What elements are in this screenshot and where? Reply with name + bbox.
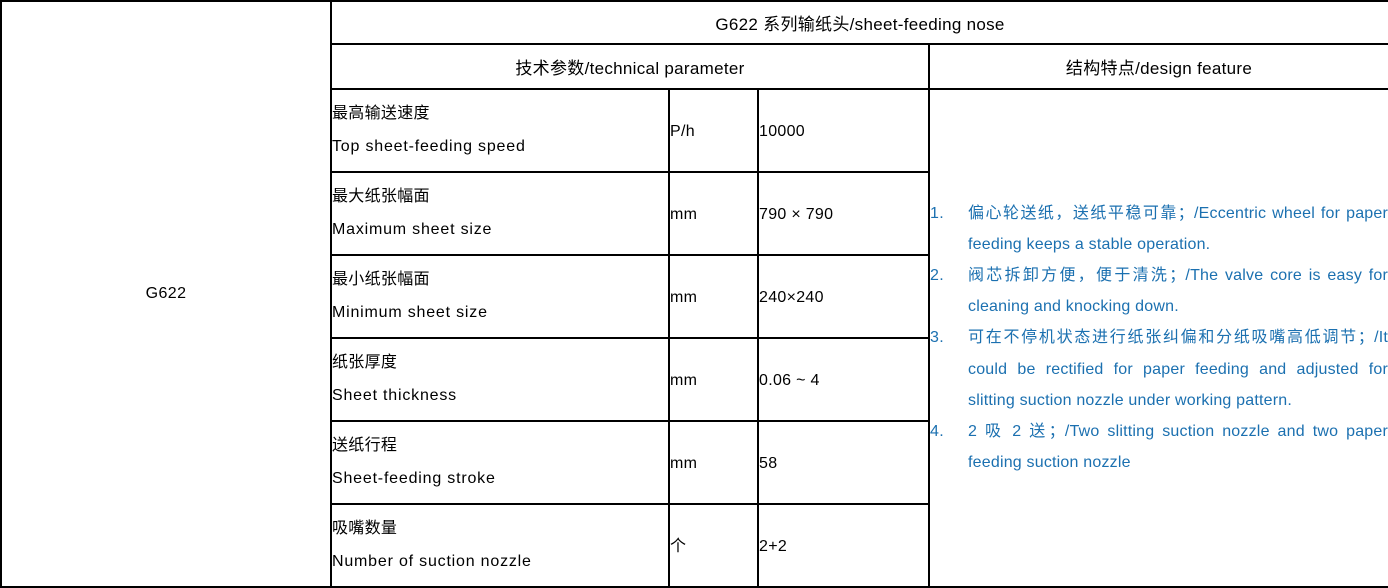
list-item-text: 偏心轮送纸，送纸平稳可靠；/Eccentric wheel for paper …: [968, 204, 1388, 253]
parameter-unit-label: P/h: [670, 122, 695, 140]
parameter-name-cell: 吸嘴数量 Number of suction nozzle: [330, 503, 670, 588]
table-row: 最高输送速度 Top sheet-feeding speed P/h 10000…: [1, 88, 1388, 588]
parameter-unit-cell: mm: [668, 420, 759, 505]
parameter-name-en: Maximum sheet size: [332, 220, 493, 238]
design-feature-list: 1. 偏心轮送纸，送纸平稳可靠；/Eccentric wheel for pap…: [930, 198, 1388, 479]
table-row: 最小纸张幅面 Minimum sheet size mm 240×240: [1, 254, 1388, 339]
parameter-unit-cell: mm: [668, 171, 759, 256]
parameter-name-cell: 最高输送速度 Top sheet-feeding speed: [330, 88, 670, 173]
subheader-design-feature-label: 结构特点/design feature: [1065, 59, 1253, 78]
list-item: 1. 偏心轮送纸，送纸平稳可靠；/Eccentric wheel for pap…: [930, 198, 1388, 260]
parameter-name-cn: 最大纸张幅面: [332, 187, 430, 205]
parameter-unit-cell: 个: [668, 503, 759, 588]
banner-header-label: G622 系列输纸头/sheet-feeding nose: [715, 15, 1005, 34]
model-label: G622: [145, 285, 187, 302]
parameter-name-cell: 送纸行程 Sheet-feeding stroke: [330, 420, 670, 505]
parameter-name-en: Minimum sheet size: [332, 303, 488, 321]
parameter-value-label: 0.06 ~ 4: [759, 371, 820, 389]
parameter-name-cell: 最大纸张幅面 Maximum sheet size: [330, 171, 670, 256]
parameter-name-cell: 最小纸张幅面 Minimum sheet size: [330, 254, 670, 339]
parameter-value-cell: 790 × 790: [757, 171, 930, 256]
table-row: 吸嘴数量 Number of suction nozzle 个 2+2: [1, 503, 1388, 588]
list-item-marker: 4.: [930, 422, 944, 440]
table-row: 纸张厚度 Sheet thickness mm 0.06 ~ 4: [1, 337, 1388, 422]
list-item: 3. 可在不停机状态进行纸张纠偏和分纸吸嘴高低调节；/It could be r…: [930, 322, 1388, 416]
parameter-value-cell: 58: [757, 420, 930, 505]
parameter-name-cn: 吸嘴数量: [332, 519, 398, 537]
parameter-name-en: Sheet thickness: [332, 386, 457, 404]
design-feature-cell: 1. 偏心轮送纸，送纸平稳可靠；/Eccentric wheel for pap…: [927, 88, 1388, 588]
parameter-value-cell: 2+2: [757, 503, 930, 588]
parameter-name-en: Top sheet-feeding speed: [332, 137, 526, 155]
parameter-unit-label: mm: [670, 205, 698, 223]
parameter-name-cn: 送纸行程: [332, 436, 398, 454]
list-item-text: 2 吸 2 送；/Two slitting suction nozzle and…: [968, 422, 1388, 472]
parameter-unit-cell: mm: [668, 254, 759, 339]
parameter-value-label: 58: [759, 454, 778, 472]
list-item-marker: 1.: [930, 204, 944, 222]
parameter-name-en: Number of suction nozzle: [332, 552, 532, 570]
parameter-unit-cell: mm: [668, 337, 759, 422]
list-item-text: 可在不停机状态进行纸张纠偏和分纸吸嘴高低调节；/It could be rect…: [968, 329, 1388, 409]
parameter-value-label: 2+2: [759, 537, 788, 555]
parameter-unit-label: mm: [670, 288, 698, 306]
parameter-value-cell: 10000: [757, 88, 930, 173]
parameter-name-cn: 最小纸张幅面: [332, 270, 430, 288]
parameter-name-cn: 纸张厚度: [332, 353, 398, 371]
subheader-technical-parameter-label: 技术参数/technical parameter: [515, 59, 745, 78]
model-cell: G622: [0, 0, 332, 588]
list-item-text: 阀芯拆卸方便，便于清洗；/The valve core is easy for …: [968, 267, 1388, 316]
parameter-name-cn: 最高输送速度: [332, 104, 430, 122]
banner-header-cell: G622 系列输纸头/sheet-feeding nose: [329, 0, 1388, 45]
list-item-marker: 3.: [930, 329, 944, 347]
list-item: 4. 2 吸 2 送；/Two slitting suction nozzle …: [930, 416, 1388, 478]
parameter-unit-label: 个: [670, 537, 687, 555]
parameter-unit-label: mm: [670, 454, 698, 472]
table-subheader-row: 技术参数/technical parameter 结构特点/design fea…: [1, 43, 1388, 90]
list-item: 2. 阀芯拆卸方便，便于清洗；/The valve core is easy f…: [930, 260, 1388, 322]
parameter-unit-cell: P/h: [668, 88, 759, 173]
parameter-value-label: 240×240: [759, 288, 824, 306]
parameter-value-label: 790 × 790: [759, 205, 834, 223]
parameter-value-cell: 0.06 ~ 4: [757, 337, 930, 422]
parameter-name-cell: 纸张厚度 Sheet thickness: [330, 337, 670, 422]
subheader-design-feature-cell: 结构特点/design feature: [927, 43, 1388, 90]
list-item-marker: 2.: [930, 267, 944, 285]
parameter-value-cell: 240×240: [757, 254, 930, 339]
table-row: 送纸行程 Sheet-feeding stroke mm 58: [1, 420, 1388, 505]
parameter-unit-label: mm: [670, 371, 698, 389]
parameter-name-en: Sheet-feeding stroke: [332, 469, 496, 487]
table-row: 最大纸张幅面 Maximum sheet size mm 790 × 790: [1, 171, 1388, 256]
subheader-technical-parameter-cell: 技术参数/technical parameter: [330, 43, 930, 90]
parameter-value-label: 10000: [759, 122, 805, 140]
